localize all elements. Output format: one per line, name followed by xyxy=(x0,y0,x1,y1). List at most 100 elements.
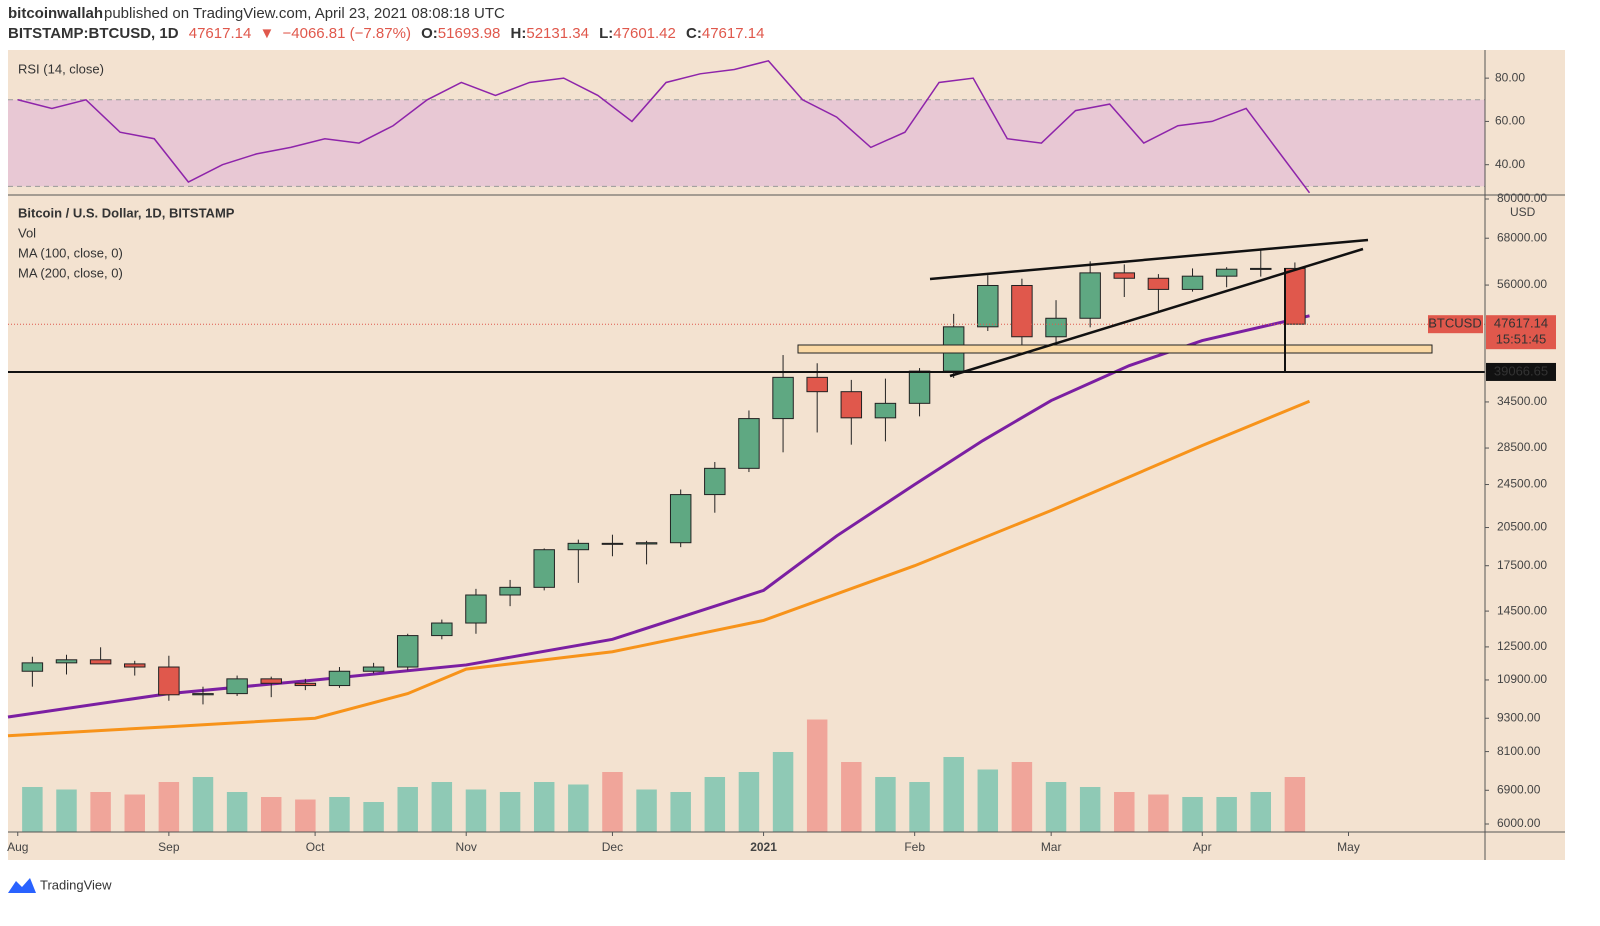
candle-body xyxy=(465,594,487,624)
last: 47617.14 xyxy=(189,25,252,42)
legend-item: MA (200, close, 0) xyxy=(18,265,123,280)
trend-line xyxy=(929,238,1369,281)
volume-bar xyxy=(192,777,214,832)
hline-tag-box xyxy=(1486,362,1556,381)
y-tick-label: 6000.00 xyxy=(1497,816,1541,830)
y-tick-label: 14500.00 xyxy=(1497,603,1547,617)
ohlc-value: 51693.98 xyxy=(438,25,501,42)
candle-body xyxy=(158,666,180,696)
candle-body xyxy=(499,586,521,596)
y-tick-label: 10900.00 xyxy=(1497,672,1547,686)
candle-body xyxy=(1011,284,1033,338)
candle-body xyxy=(89,659,112,665)
volume-bar xyxy=(22,787,43,832)
pane-title: Bitcoin / U.S. Dollar, 1D, BITSTAMP xyxy=(18,205,235,220)
x-tick-label: Sep xyxy=(158,840,180,854)
candle-body xyxy=(772,376,794,420)
candle-body xyxy=(1215,268,1238,277)
volume-bar xyxy=(329,797,350,832)
volume-bar xyxy=(636,789,657,832)
y-tick-label: 6900.00 xyxy=(1497,782,1541,796)
volume-bar xyxy=(124,794,145,832)
volume-bar xyxy=(602,772,623,832)
candle-body xyxy=(431,622,453,637)
candle-body xyxy=(192,693,214,696)
candle-body xyxy=(908,370,931,404)
author[interactable]: bitcoinwallah xyxy=(8,5,103,22)
y-tick-label: 12500.00 xyxy=(1497,639,1547,653)
volume-bar xyxy=(90,792,111,832)
volume-bar xyxy=(909,782,930,832)
y-tick-label: 68000.00 xyxy=(1497,230,1547,244)
logo-icon xyxy=(8,878,36,893)
candle-body xyxy=(55,659,78,664)
y-tick-label: 60.00 xyxy=(1495,114,1525,128)
volume-bar xyxy=(806,719,828,832)
logo[interactable]: TradingView xyxy=(8,877,112,893)
volume-bar xyxy=(295,799,316,832)
candle-body xyxy=(669,494,692,544)
candle-body xyxy=(294,682,317,687)
volume-bar xyxy=(1250,792,1272,832)
volume-bar xyxy=(1079,787,1101,832)
x-tick-label: Mar xyxy=(1041,840,1062,854)
y-tick-label: 56000.00 xyxy=(1497,277,1547,291)
ohlc-label: L: xyxy=(599,25,613,42)
rsi-band xyxy=(8,99,1485,187)
volume-bar xyxy=(841,762,862,832)
candle-body xyxy=(362,666,385,672)
candle-body xyxy=(1113,272,1136,279)
ohlc-value: 47617.14 xyxy=(702,25,765,42)
symbol: BITSTAMP:BTCUSD, 1D xyxy=(8,25,179,42)
volume-bar xyxy=(772,752,794,832)
candle-body xyxy=(874,402,897,419)
brand[interactable]: TradingView xyxy=(40,877,112,892)
price-tag-box xyxy=(1486,315,1556,350)
y-tick-label: 28500.00 xyxy=(1497,440,1547,454)
volume-bar xyxy=(704,777,726,832)
ohlc-value: 47601.42 xyxy=(613,25,676,42)
volume-bar xyxy=(1011,762,1033,832)
volume-bar xyxy=(1284,777,1306,832)
x-tick-label: 2021 xyxy=(750,840,777,854)
volume-bar xyxy=(738,772,760,832)
candle-body xyxy=(601,542,624,545)
x-tick-label: Oct xyxy=(306,840,325,854)
y-tick-label: 34500.00 xyxy=(1497,394,1547,408)
volume-bar xyxy=(533,782,555,832)
y-tick-label: 80000.00 xyxy=(1497,191,1547,205)
candle-body xyxy=(567,542,590,551)
volume-bar xyxy=(943,757,964,832)
x-tick-label: Dec xyxy=(602,840,623,854)
y-tick-label: 20500.00 xyxy=(1497,520,1547,534)
moving-average xyxy=(7,314,1310,719)
volume-bar xyxy=(1216,797,1237,832)
currency: USD xyxy=(1510,205,1536,219)
volume-bar xyxy=(465,789,487,832)
x-tick-label: Nov xyxy=(456,840,477,854)
arrow: ▼ xyxy=(259,25,274,42)
volume-bar xyxy=(1114,792,1135,832)
symbol-tag: BTCUSD xyxy=(1428,316,1481,331)
volume-bar xyxy=(875,777,896,832)
candle-body xyxy=(1284,267,1306,325)
candle-body xyxy=(260,678,282,684)
x-tick-label: Aug xyxy=(7,840,28,854)
ohlc-value: 52131.34 xyxy=(526,25,589,42)
candle-body xyxy=(1147,277,1170,290)
candle-body xyxy=(396,635,419,668)
volume-bar xyxy=(1045,782,1067,832)
candle-body xyxy=(1079,272,1101,319)
candle-body xyxy=(226,678,248,695)
volume-bar xyxy=(56,789,77,832)
candle-body xyxy=(806,376,828,393)
y-tick-label: 80.00 xyxy=(1495,70,1525,84)
volume-bar xyxy=(568,784,589,832)
volume-bar xyxy=(363,802,384,832)
candle-body xyxy=(635,542,658,545)
x-tick-label: Feb xyxy=(904,840,925,854)
ohlc-label: H: xyxy=(511,25,527,42)
symbol-tag-box xyxy=(1428,315,1483,334)
candle-body xyxy=(1250,267,1272,270)
